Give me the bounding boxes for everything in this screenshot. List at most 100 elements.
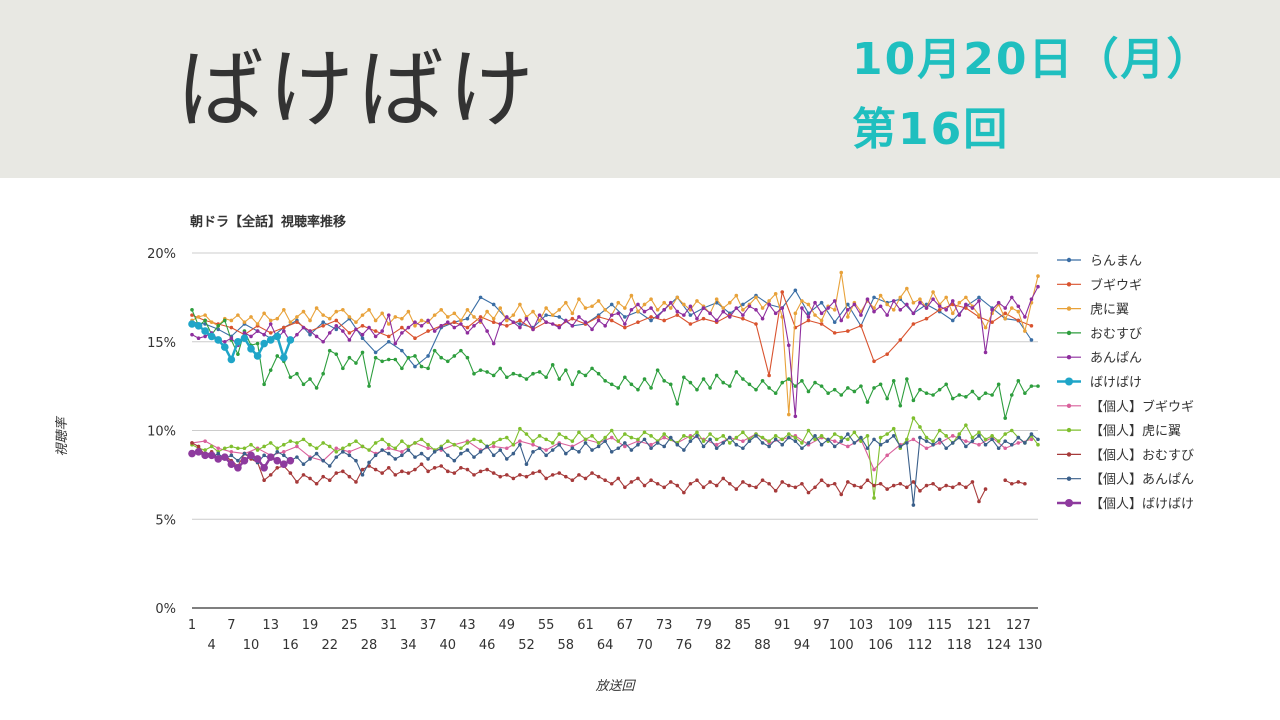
series-11: [188, 448, 295, 472]
show-title: ばけばけ: [178, 40, 538, 140]
data-point: [544, 453, 548, 458]
data-point: [741, 308, 745, 312]
data-point: [701, 444, 706, 449]
data-point: [275, 446, 280, 451]
data-point: [439, 446, 444, 451]
data-point: [924, 483, 929, 488]
data-point: [911, 322, 916, 326]
data-point: [373, 334, 378, 339]
data-point: [308, 457, 312, 461]
data-point: [347, 315, 352, 319]
data-point: [1016, 318, 1021, 323]
data-point: [354, 480, 358, 484]
data-point: [301, 437, 306, 442]
data-point: [688, 313, 693, 317]
data-point: [400, 348, 404, 353]
data-point: [695, 478, 699, 483]
data-point: [688, 439, 693, 443]
data-point: [341, 469, 345, 474]
data-point: [354, 458, 358, 463]
data-point: [616, 476, 621, 481]
data-point: [262, 453, 266, 458]
data-point: [668, 382, 673, 387]
data-point: [432, 348, 437, 353]
data-point: [977, 396, 981, 401]
data-point: [308, 318, 312, 323]
data-point: [898, 481, 903, 486]
data-point: [491, 373, 496, 378]
data-point: [937, 441, 942, 445]
x-tick-label: 76: [676, 638, 693, 653]
data-point: [695, 299, 699, 303]
data-point: [668, 306, 673, 310]
data-point: [964, 485, 968, 490]
data-point: [885, 396, 889, 401]
data-point: [642, 309, 647, 314]
data-point: [518, 473, 522, 477]
data-point: [445, 320, 450, 325]
data-point: [872, 386, 876, 390]
data-point: [400, 316, 404, 321]
legend-label: 【個人】あんぱん: [1090, 473, 1194, 488]
data-point: [609, 382, 614, 387]
data-point: [1003, 446, 1008, 451]
data-point: [885, 439, 889, 443]
data-point: [649, 318, 653, 323]
data-point: [531, 327, 535, 332]
data-point: [931, 439, 935, 443]
data-point: [826, 306, 830, 310]
data-point: [970, 389, 975, 394]
data-point: [786, 343, 791, 348]
data-point: [682, 448, 686, 452]
data-point: [426, 469, 430, 474]
data-point: [577, 430, 581, 435]
legend-label: 【個人】ブギウギ: [1090, 399, 1194, 415]
data-point: [905, 286, 909, 291]
data-point: [341, 446, 345, 451]
data-point: [714, 373, 719, 378]
x-tick-label: 109: [888, 618, 913, 633]
data-point: [236, 313, 240, 317]
data-point: [236, 446, 240, 451]
data-point: [459, 348, 463, 353]
data-point: [544, 320, 548, 325]
data-point: [957, 313, 962, 317]
data-point: [419, 318, 424, 323]
data-point: [406, 471, 411, 475]
series-line: [191, 433, 1039, 506]
data-point: [931, 297, 935, 301]
legend-label: 【個人】ばけばけ: [1090, 497, 1194, 512]
data-point: [557, 432, 562, 436]
data-point: [741, 480, 745, 484]
data-point: [950, 434, 955, 438]
data-point: [314, 306, 319, 310]
legend-label: らんまん: [1090, 254, 1142, 269]
data-point: [360, 336, 365, 341]
data-point: [583, 306, 588, 310]
data-point: [373, 355, 378, 360]
data-point: [727, 441, 732, 445]
data-point: [413, 455, 417, 459]
data-point: [432, 450, 437, 454]
data-point: [931, 442, 935, 447]
data-point: [806, 302, 811, 307]
data-point: [695, 434, 699, 438]
data-point: [273, 332, 282, 341]
data-point: [662, 300, 666, 305]
data-point: [518, 318, 522, 323]
data-point: [347, 453, 352, 458]
data-point: [229, 450, 234, 454]
data-point: [819, 384, 824, 388]
x-tick-label: 67: [617, 618, 634, 633]
data-point: [649, 297, 653, 301]
data-point: [590, 366, 594, 371]
data-point: [544, 306, 548, 310]
data-point: [485, 444, 489, 449]
data-point: [207, 332, 216, 341]
data-point: [701, 377, 706, 381]
data-point: [321, 458, 325, 463]
data-point: [773, 311, 778, 316]
data-point: [859, 313, 863, 317]
data-point: [970, 439, 975, 443]
data-point: [314, 386, 319, 390]
